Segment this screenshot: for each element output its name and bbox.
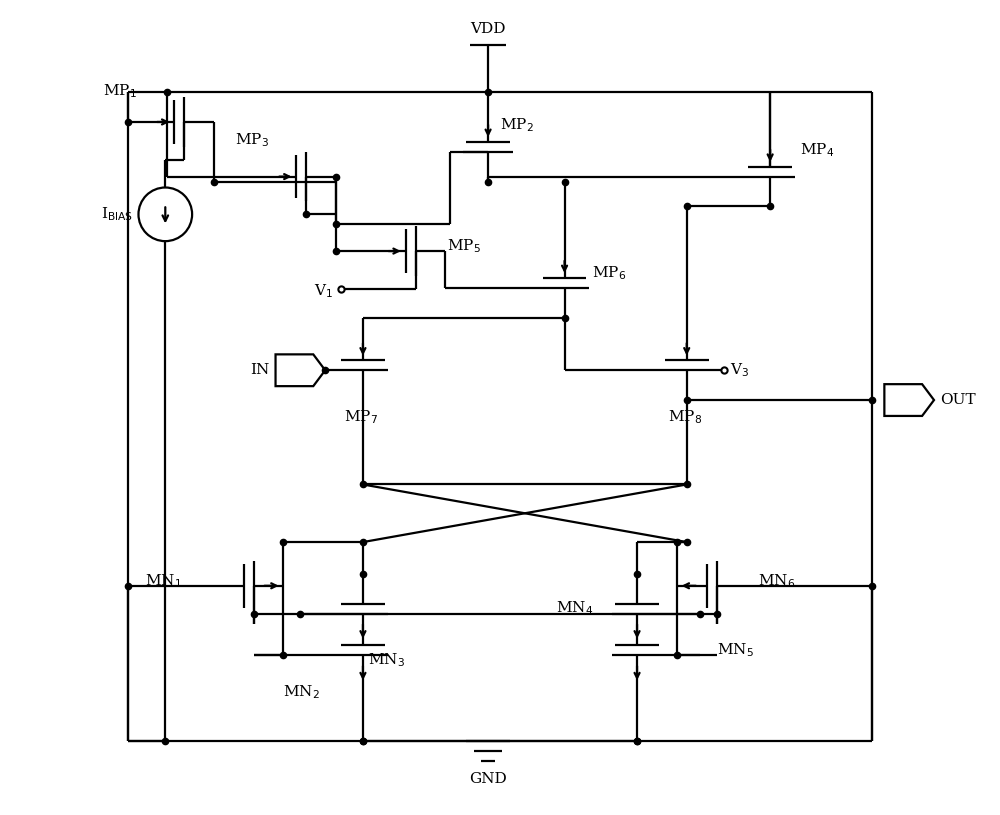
Text: VDD: VDD bbox=[470, 21, 506, 36]
Text: V$_3$: V$_3$ bbox=[730, 361, 750, 379]
Text: MP$_5$: MP$_5$ bbox=[447, 237, 481, 255]
Text: MP$_6$: MP$_6$ bbox=[592, 264, 627, 282]
Text: MN$_4$: MN$_4$ bbox=[556, 600, 593, 618]
Text: MN$_5$: MN$_5$ bbox=[717, 641, 753, 659]
Text: MP$_8$: MP$_8$ bbox=[668, 408, 702, 425]
Text: MP$_7$: MP$_7$ bbox=[344, 408, 378, 425]
Text: IN: IN bbox=[250, 363, 270, 377]
Text: GND: GND bbox=[469, 773, 507, 786]
Text: MP$_4$: MP$_4$ bbox=[800, 141, 834, 159]
Text: MN$_3$: MN$_3$ bbox=[368, 651, 405, 669]
Text: I$_{\rm BIAS}$: I$_{\rm BIAS}$ bbox=[101, 205, 134, 223]
Text: MN$_2$: MN$_2$ bbox=[283, 683, 320, 701]
Text: MN$_1$: MN$_1$ bbox=[145, 572, 182, 590]
Text: MP$_2$: MP$_2$ bbox=[500, 117, 534, 134]
Text: MP$_1$: MP$_1$ bbox=[103, 82, 136, 100]
Text: V$_1$: V$_1$ bbox=[314, 282, 333, 300]
Text: MN$_6$: MN$_6$ bbox=[758, 572, 795, 590]
Text: MP$_3$: MP$_3$ bbox=[235, 131, 269, 149]
Text: OUT: OUT bbox=[940, 393, 976, 407]
